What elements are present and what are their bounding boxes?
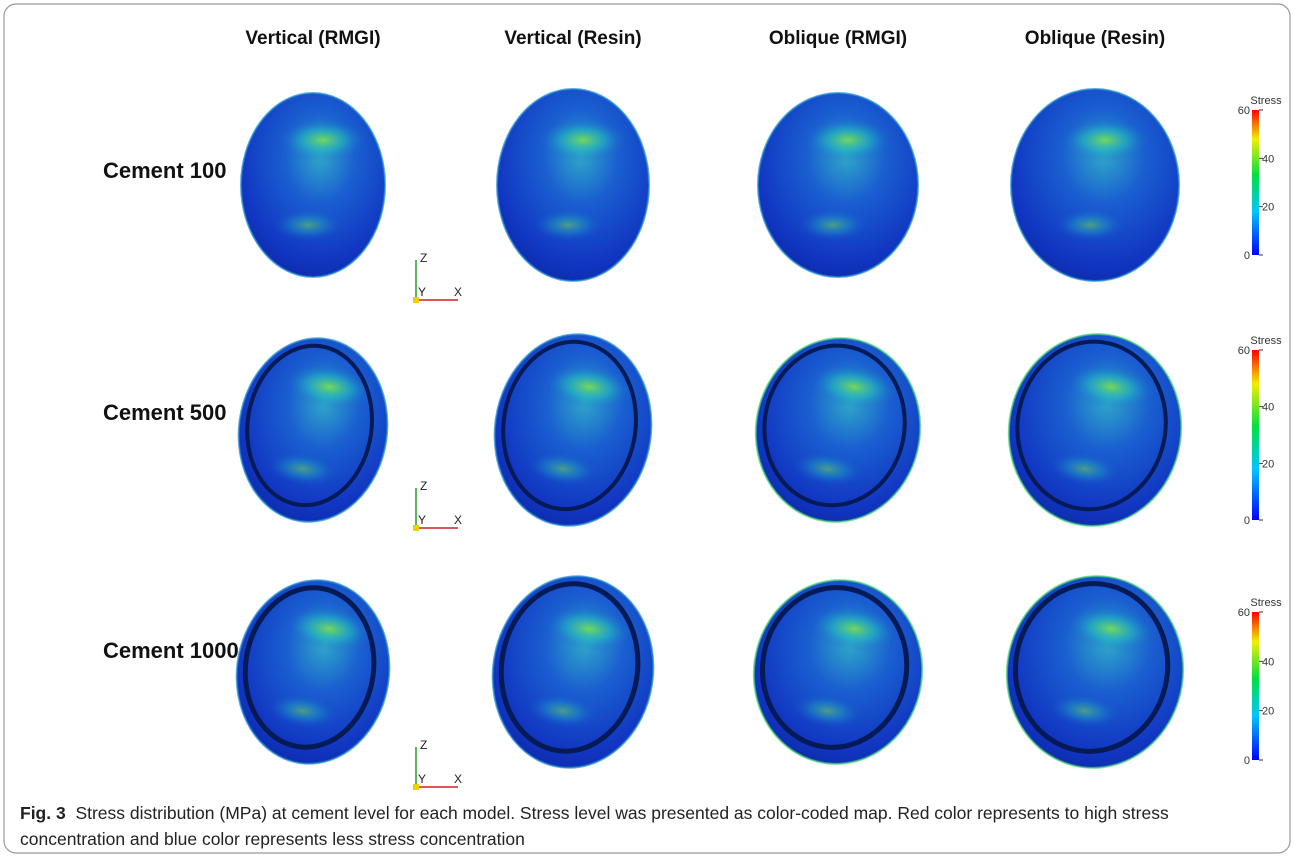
colorbar — [1252, 350, 1259, 520]
colorbar-tick-label: 20 — [1262, 202, 1274, 214]
stress-map — [742, 569, 934, 775]
column-header: Oblique (Resin) — [1025, 28, 1165, 49]
colorbar-tick-label: 60 — [1238, 607, 1250, 619]
stress-map — [996, 323, 1193, 537]
stress-hotspot — [803, 118, 893, 162]
caption: Fig. 3 Stress distribution (MPa) at ceme… — [20, 800, 1275, 852]
axis-label: Z — [420, 251, 427, 265]
row-label: Cement 1000 — [103, 638, 239, 663]
colorbar-tick-label: 40 — [1262, 153, 1274, 165]
stress-hotspot — [1055, 209, 1125, 241]
caption-label: Fig. 3 — [20, 803, 66, 823]
colorbar — [1252, 612, 1259, 760]
axis-label: Y — [418, 285, 426, 299]
axis-label: X — [454, 772, 462, 786]
axis-label: X — [454, 285, 462, 299]
axis-label: X — [454, 513, 462, 527]
stress-hotspot — [533, 209, 603, 241]
colorbar-tick-label: 0 — [1244, 755, 1250, 767]
axis-label: Y — [418, 772, 426, 786]
stress-map — [994, 565, 1195, 780]
stress-map — [1011, 89, 1179, 281]
column-header: Vertical (RMGI) — [245, 28, 380, 49]
colorbar-tick-label: 20 — [1262, 458, 1274, 470]
colorbar-tick-label: 40 — [1262, 402, 1274, 414]
stress-hotspot — [1060, 118, 1150, 162]
axis-label: Z — [420, 479, 427, 493]
figure-content: Vertical (RMGI) Vertical (Resin) Oblique (… — [103, 28, 1282, 790]
stress-hotspot — [538, 118, 628, 162]
figure-page: Vertical (RMGI) Vertical (Resin) Oblique (… — [0, 0, 1295, 858]
caption-text: Stress distribution (MPa) at cement leve… — [20, 803, 1169, 849]
stress-hotspot — [278, 118, 368, 162]
row-label: Cement 100 — [103, 158, 227, 183]
stress-map — [758, 93, 918, 277]
axis-label: Y — [418, 513, 426, 527]
stress-map — [482, 324, 663, 536]
column-header: Oblique (RMGI) — [769, 28, 907, 49]
colorbar-tick-label: 60 — [1238, 345, 1250, 357]
colorbar-title: Stress — [1250, 95, 1282, 107]
colorbar-tick-label: 60 — [1238, 105, 1250, 117]
stress-map — [480, 566, 665, 778]
column-header: Vertical (Resin) — [504, 28, 641, 49]
stress-map — [241, 93, 385, 277]
colorbar-title: Stress — [1250, 335, 1282, 347]
colorbar-tick-label: 20 — [1262, 706, 1274, 718]
stress-hotspot — [273, 209, 343, 241]
row-label: Cement 500 — [103, 400, 227, 425]
colorbar — [1252, 110, 1259, 255]
stress-map — [225, 570, 401, 773]
axis-label: Z — [420, 738, 427, 752]
stress-map — [227, 329, 399, 532]
stress-map — [744, 327, 932, 532]
figure: Vertical (RMGI) Vertical (Resin) Oblique (… — [0, 0, 1295, 858]
colorbar-tick-label: 0 — [1244, 250, 1250, 262]
colorbar-tick-label: 40 — [1262, 656, 1274, 668]
stress-map — [497, 89, 649, 281]
colorbar-tick-label: 0 — [1244, 515, 1250, 527]
stress-hotspot — [798, 209, 868, 241]
colorbar-title: Stress — [1250, 597, 1282, 609]
